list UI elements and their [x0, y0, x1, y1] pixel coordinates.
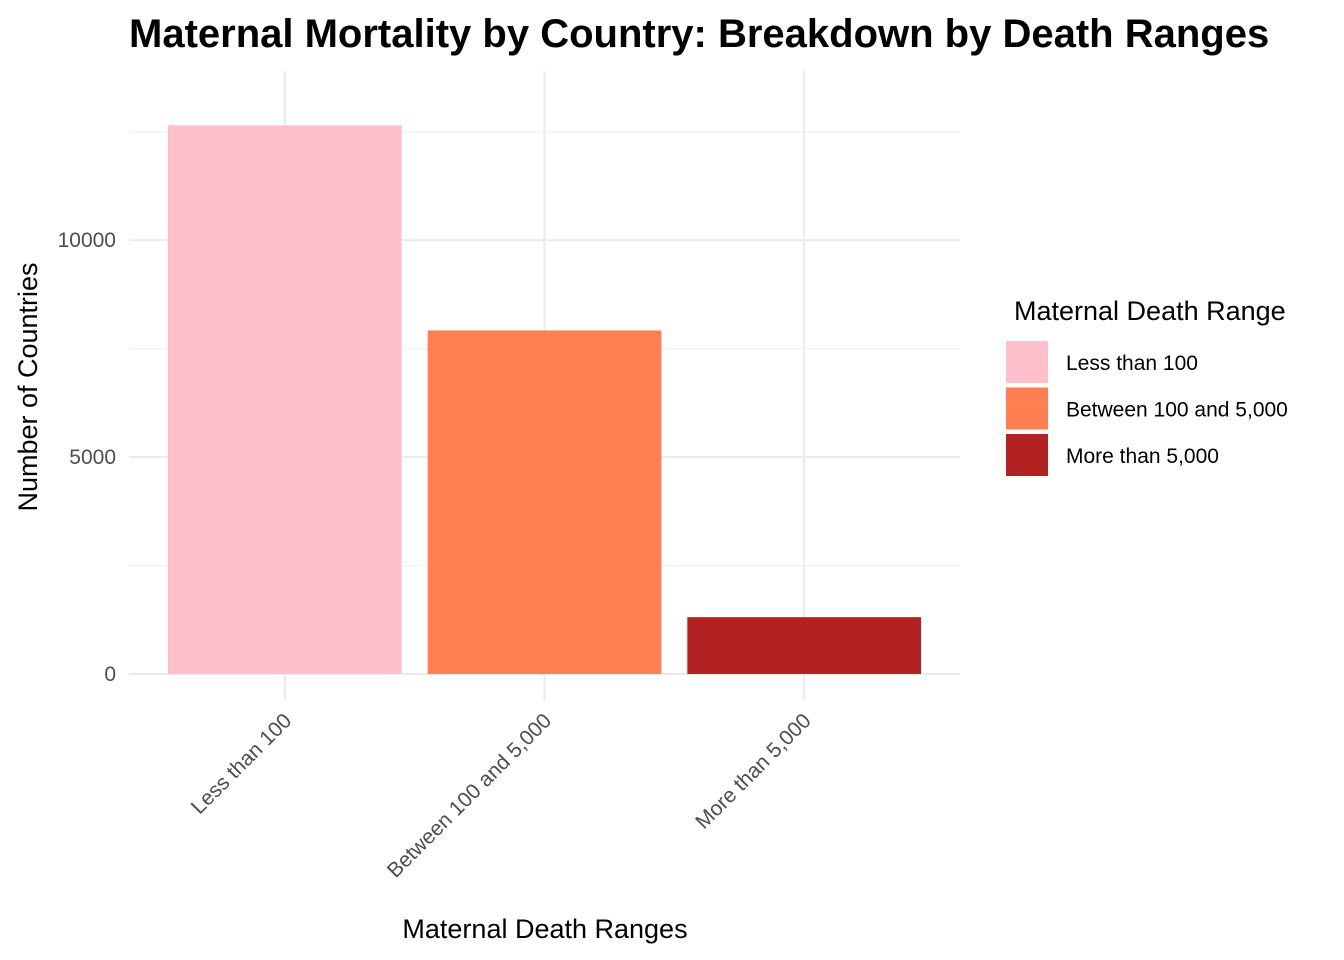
legend-label-0: Less than 100: [1066, 352, 1198, 375]
x-tick-label-0: Less than 100: [187, 709, 297, 819]
y-axis-title: Number of Countries: [13, 262, 43, 511]
chart-title: Maternal Mortality by Country: Breakdown…: [129, 12, 1269, 56]
bar-0: [167, 125, 402, 674]
y-tick-label-1: 5000: [69, 446, 116, 469]
y-tick-label-0: 0: [104, 663, 116, 686]
y-tick-label-2: 10000: [58, 229, 116, 252]
legend-key-1: [1006, 387, 1048, 430]
legend: Maternal Death Range Less than 100 Betwee…: [1006, 296, 1288, 476]
x-axis-title: Maternal Death Ranges: [402, 914, 687, 944]
y-axis-ticks: 0 5000 10000: [58, 229, 116, 686]
bar-2: [687, 617, 922, 674]
x-axis-ticks: Less than 100 Between 100 and 5,000 More t…: [187, 709, 816, 882]
legend-label-1: Between 100 and 5,000: [1066, 399, 1288, 422]
bar-1: [427, 330, 662, 674]
legend-key-0: [1006, 341, 1048, 383]
x-tick-label-2: More than 5,000: [691, 709, 815, 833]
bars: [167, 125, 922, 674]
legend-label-2: More than 5,000: [1066, 445, 1219, 468]
legend-key-2: [1006, 434, 1048, 476]
legend-title: Maternal Death Range: [1014, 296, 1286, 326]
x-tick-label-1: Between 100 and 5,000: [383, 709, 556, 882]
